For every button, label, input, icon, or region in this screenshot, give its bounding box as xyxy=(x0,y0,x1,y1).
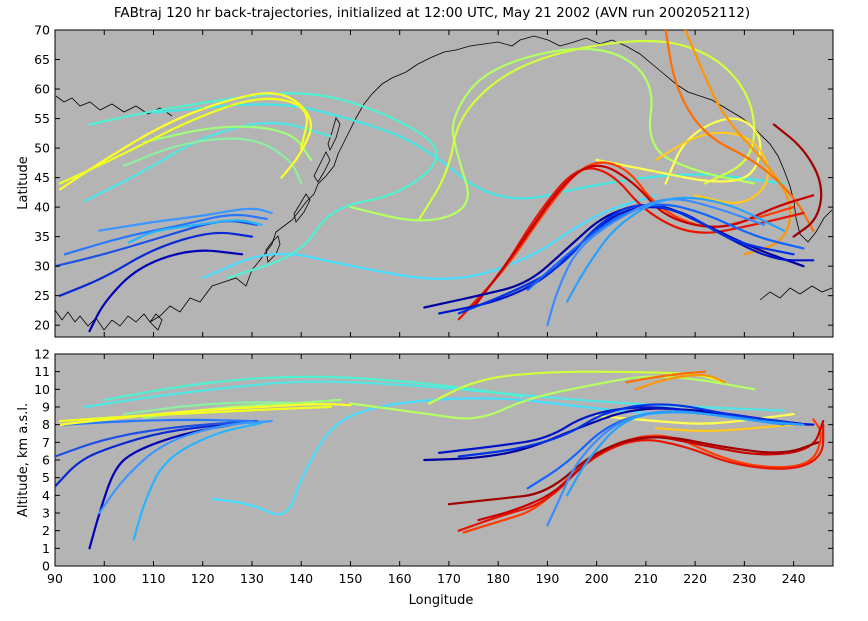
altitude-y-tick-label: 7 xyxy=(42,435,50,450)
altitude-y-tick-label: 12 xyxy=(34,347,50,362)
map-trajectory-1 xyxy=(58,231,254,297)
map-y-tick-label: 60 xyxy=(34,82,50,97)
map-trajectory-4 xyxy=(98,207,273,232)
map-y-tick-label: 40 xyxy=(34,200,50,215)
altitude-y-tick-label: 1 xyxy=(42,541,50,556)
altitude-x-tick-label: 110 xyxy=(142,571,166,586)
map-trajectory-11 xyxy=(142,125,313,161)
altitude-trajectory-2 xyxy=(55,420,258,458)
altitude-y-tick-label: 3 xyxy=(42,506,50,521)
map-trajectory-10 xyxy=(122,137,303,185)
altitude-trajectory-8 xyxy=(103,375,524,401)
map-trajectory-13 xyxy=(418,39,756,220)
altitude-trajectory-13 xyxy=(58,402,352,426)
altitude-y-tick-label: 11 xyxy=(34,364,50,379)
map-y-tick-label: 55 xyxy=(34,111,50,126)
map-y-tick-label: 45 xyxy=(34,170,50,185)
altitude-trajectory-25 xyxy=(457,403,795,458)
altitude-x-tick-label: 180 xyxy=(486,571,510,586)
altitude-trajectory-1 xyxy=(55,420,258,488)
altitude-trajectory-7 xyxy=(83,380,785,412)
altitude-series-group xyxy=(55,370,825,550)
altitude-y-tick-label: 6 xyxy=(42,453,50,468)
altitude-x-tick-label: 220 xyxy=(683,571,707,586)
map-trajectory-28 xyxy=(546,198,766,327)
altitude-y-tick-label: 2 xyxy=(42,523,50,538)
altitude-y-tick-label: 0 xyxy=(42,559,50,574)
map-trajectory-7 xyxy=(83,121,332,203)
map-y-tick-label: 30 xyxy=(34,259,50,274)
altitude-trajectory-11 xyxy=(349,375,756,420)
altitude-y-tick-label: 9 xyxy=(42,400,50,415)
map-trajectory-22 xyxy=(472,164,815,309)
map-trajectory-23 xyxy=(772,123,823,238)
altitude-x-tick-label: 100 xyxy=(92,571,116,586)
altitude-x-tick-label: 150 xyxy=(339,571,363,586)
altitude-y-axis-label: Altitude, km a.s.l. xyxy=(16,403,31,517)
map-y-tick-label: 50 xyxy=(34,141,50,156)
map-trajectory-12 xyxy=(349,47,756,222)
altitude-x-tick-label: 170 xyxy=(437,571,461,586)
map-trajectory-0 xyxy=(88,249,244,333)
map-x-ticks xyxy=(54,30,795,337)
altitude-x-tick-label: 130 xyxy=(240,571,264,586)
altitude-trajectory-14 xyxy=(58,405,332,423)
altitude-x-tick-label: 160 xyxy=(388,571,412,586)
altitude-trajectory-9 xyxy=(122,401,332,416)
map-y-tick-label: 20 xyxy=(34,318,50,333)
altitude-y-tick-label: 4 xyxy=(42,488,50,503)
map-y-ticks: 20 25 30 35 40 45 50 55 60 65 70 xyxy=(34,23,833,333)
map-plot-area xyxy=(54,29,834,338)
altitude-trajectory-18 xyxy=(625,370,707,384)
map-trajectory-17 xyxy=(654,131,770,204)
altitude-x-tick-label: 190 xyxy=(535,571,559,586)
map-panel: 20 25 30 35 40 45 50 55 60 65 70 Latitude xyxy=(16,23,834,338)
altitude-x-ticks: 90 100 110 120 130 140 150 160 170 180 190 200 210 22… xyxy=(47,354,806,586)
map-trajectory-29 xyxy=(566,196,785,303)
map-y-tick-label: 35 xyxy=(34,229,50,244)
altitude-trajectory-6 xyxy=(211,397,657,516)
coastline xyxy=(55,35,833,331)
map-y-axis-label: Latitude xyxy=(16,156,31,210)
altitude-trajectory-4 xyxy=(98,420,273,515)
map-trajectory-19 xyxy=(664,30,815,232)
altitude-x-tick-label: 230 xyxy=(732,571,756,586)
map-series-group xyxy=(55,30,823,333)
altitude-y-tick-label: 5 xyxy=(42,470,50,485)
map-trajectory-6 xyxy=(201,194,657,280)
altitude-x-tick-label: 200 xyxy=(585,571,609,586)
map-trajectory-9 xyxy=(152,103,785,200)
map-trajectory-3 xyxy=(63,213,268,256)
map-y-tick-label: 70 xyxy=(34,23,50,38)
map-trajectory-18 xyxy=(684,30,792,256)
altitude-y-tick-label: 8 xyxy=(42,417,50,432)
chart-title: FABtraj 120 hr back-trajectories, initia… xyxy=(114,5,750,21)
altitude-x-tick-label: 140 xyxy=(289,571,313,586)
map-trajectory-8 xyxy=(88,92,438,280)
altitude-trajectory-22 xyxy=(447,436,820,506)
altitude-trajectory-5 xyxy=(132,421,263,541)
altitude-x-tick-label: 210 xyxy=(634,571,658,586)
altitude-x-tick-label: 240 xyxy=(782,571,806,586)
map-y-tick-label: 65 xyxy=(34,52,50,67)
altitude-trajectory-16 xyxy=(654,423,795,432)
map-trajectory-26 xyxy=(457,204,795,315)
map-y-tick-label: 25 xyxy=(34,288,50,303)
altitude-x-axis-label: Longitude xyxy=(409,593,474,608)
altitude-trajectory-20 xyxy=(457,423,825,532)
altitude-y-tick-label: 10 xyxy=(34,382,50,397)
altitude-x-tick-label: 120 xyxy=(191,571,215,586)
altitude-panel: 90 100 110 120 130 140 150 160 170 180 190 200 210 22… xyxy=(16,347,834,608)
map-trajectory-24 xyxy=(423,204,805,309)
altitude-trajectory-12 xyxy=(428,370,726,405)
altitude-trajectory-0 xyxy=(88,421,244,550)
map-trajectory-5 xyxy=(127,219,263,244)
altitude-trajectory-17 xyxy=(634,373,726,391)
altitude-x-tick-label: 90 xyxy=(47,571,63,586)
altitude-trajectory-28 xyxy=(566,411,805,497)
map-trajectory-15 xyxy=(58,97,308,185)
map-trajectory-16 xyxy=(595,117,762,185)
